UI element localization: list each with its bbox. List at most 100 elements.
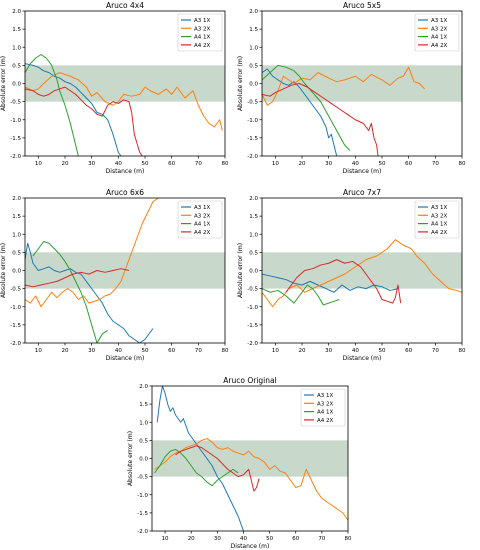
tolerance-band	[152, 440, 348, 477]
legend-label: A3 2X	[317, 401, 334, 407]
x-tick-label: 50	[266, 536, 273, 542]
x-tick-label: 10	[272, 161, 279, 167]
x-tick-label: 80	[459, 161, 466, 167]
x-tick-label: 10	[272, 348, 279, 354]
x-tick-label: 40	[115, 348, 122, 354]
y-tick-label: -1.5	[137, 511, 148, 517]
legend-label: A3 1X	[431, 205, 448, 211]
series-line-a4-2x	[25, 268, 130, 288]
legend-label: A3 2X	[194, 213, 211, 219]
x-tick-label: 20	[299, 161, 306, 167]
x-tick-label: 20	[62, 348, 69, 354]
y-axis-label: Absolute error (m)	[0, 56, 7, 111]
y-tick-label: -1.0	[10, 305, 21, 311]
legend-box	[177, 200, 223, 239]
y-tick-label: -0.5	[10, 287, 21, 293]
legend-label: A4 1X	[317, 410, 334, 416]
chart-title: Aruco 7x7	[343, 188, 381, 197]
x-tick-label: 30	[214, 536, 221, 542]
y-tick-label: 1.5	[249, 27, 258, 33]
y-tick-label: -2.0	[10, 341, 21, 347]
y-tick-label: 0.0	[249, 82, 258, 88]
legend: A3 1X A3 2X A4 1X A4 2X	[177, 13, 223, 52]
series-group	[154, 386, 348, 531]
x-tick-label: 80	[222, 161, 229, 167]
series-line-a4-2x	[175, 445, 260, 492]
x-tick-label: 40	[352, 161, 359, 167]
legend-label: A4 1X	[194, 35, 211, 41]
legend-label: A4 1X	[431, 35, 448, 41]
y-tick-label: 0.0	[139, 457, 148, 463]
series-line-a4-1x	[262, 284, 340, 306]
legend-label: A4 1X	[431, 222, 448, 228]
x-tick-label: 80	[222, 348, 229, 354]
legend-label: A3 1X	[431, 18, 448, 24]
y-tick-label: 0.0	[12, 82, 21, 88]
series-line-a4-1x	[154, 448, 239, 487]
chart-panel: 10 20 30 40 50 60 70 80 -2.0 -1.5 -1.0 -0.5 0.0 0.5 1.…	[237, 1, 466, 175]
y-tick-label: 0.5	[249, 250, 258, 256]
series-line-a3-1x	[156, 386, 244, 531]
legend-box	[177, 13, 223, 52]
legend: A3 1X A3 2X A4 1X A4 2X	[300, 388, 346, 427]
x-tick-label: 50	[379, 348, 386, 354]
y-tick-label: 1.5	[139, 402, 148, 408]
y-tick-label: -1.0	[10, 118, 21, 124]
y-tick-label: 0.5	[12, 63, 21, 69]
series-line-a3-2x	[262, 66, 426, 106]
legend-label: A3 1X	[194, 205, 211, 211]
y-tick-label: -1.0	[137, 493, 148, 499]
y-tick-label: 0.0	[249, 269, 258, 275]
y-tick-label: -1.5	[247, 136, 258, 142]
x-tick-label: 30	[88, 161, 95, 167]
x-tick-label: 60	[405, 161, 412, 167]
y-axis-label: Absolute error (m)	[0, 243, 7, 298]
x-tick-label: 70	[195, 348, 202, 354]
x-tick-label: 40	[240, 536, 247, 542]
legend-label: A3 2X	[431, 213, 448, 219]
chart-title: Aruco 4x4	[106, 1, 144, 10]
y-tick-label: -2.0	[247, 154, 258, 160]
y-tick-label: 2.0	[249, 9, 258, 15]
x-tick-label: 80	[459, 348, 466, 354]
y-tick-label: -1.5	[247, 323, 258, 329]
legend-label: A3 2X	[431, 26, 448, 32]
x-tick-label: 20	[188, 536, 195, 542]
legend-label: A4 2X	[431, 230, 448, 236]
legend-label: A3 2X	[194, 26, 211, 32]
y-tick-label: 2.0	[12, 9, 21, 15]
series-line-a4-2x	[25, 86, 143, 156]
x-axis-label: Distance (m)	[106, 355, 145, 362]
series-line-a3-1x	[262, 68, 338, 156]
x-tick-label: 30	[325, 161, 332, 167]
x-axis-label: Distance (m)	[343, 355, 382, 362]
series-line-a3-2x	[154, 438, 348, 521]
series-line-a4-1x	[25, 54, 79, 156]
y-tick-label: 2.0	[12, 196, 21, 202]
y-tick-label: 2.0	[139, 384, 148, 390]
x-tick-label: 70	[432, 161, 439, 167]
series-line-a3-1x	[25, 242, 154, 343]
x-tick-label: 30	[88, 348, 95, 354]
series-line-a3-1x	[262, 273, 399, 293]
y-tick-label: 1.0	[249, 232, 258, 238]
y-tick-label: -2.0	[247, 341, 258, 347]
x-tick-label: 70	[432, 348, 439, 354]
legend-label: A4 2X	[431, 43, 448, 49]
y-tick-label: -1.5	[10, 323, 21, 329]
x-tick-label: 20	[299, 348, 306, 354]
x-axis-label: Distance (m)	[343, 168, 382, 175]
chart-panel: 10 20 30 40 50 60 70 80 -2.0 -1.5 -1.0 -0.5 0.0 0.5 1.…	[237, 188, 466, 362]
chart-title: Aruco 6x6	[106, 188, 144, 197]
y-tick-label: -0.5	[247, 100, 258, 106]
x-tick-label: 50	[142, 348, 149, 354]
x-tick-label: 40	[115, 161, 122, 167]
y-tick-label: 2.0	[249, 196, 258, 202]
chart-panel: 10 20 30 40 50 60 70 80 -2.0 -1.5 -1.0 -0.5 0.0 0.5 1.…	[0, 188, 229, 362]
y-tick-label: 0.5	[139, 438, 148, 444]
legend-box	[300, 388, 346, 427]
x-tick-label: 50	[379, 161, 386, 167]
chart-panel: 10 20 30 40 50 60 70 80 -2.0 -1.5 -1.0 -0.5 0.0 0.5 1.…	[0, 1, 229, 175]
tolerance-band	[262, 252, 462, 289]
legend: A3 1X A3 2X A4 1X A4 2X	[414, 13, 460, 52]
